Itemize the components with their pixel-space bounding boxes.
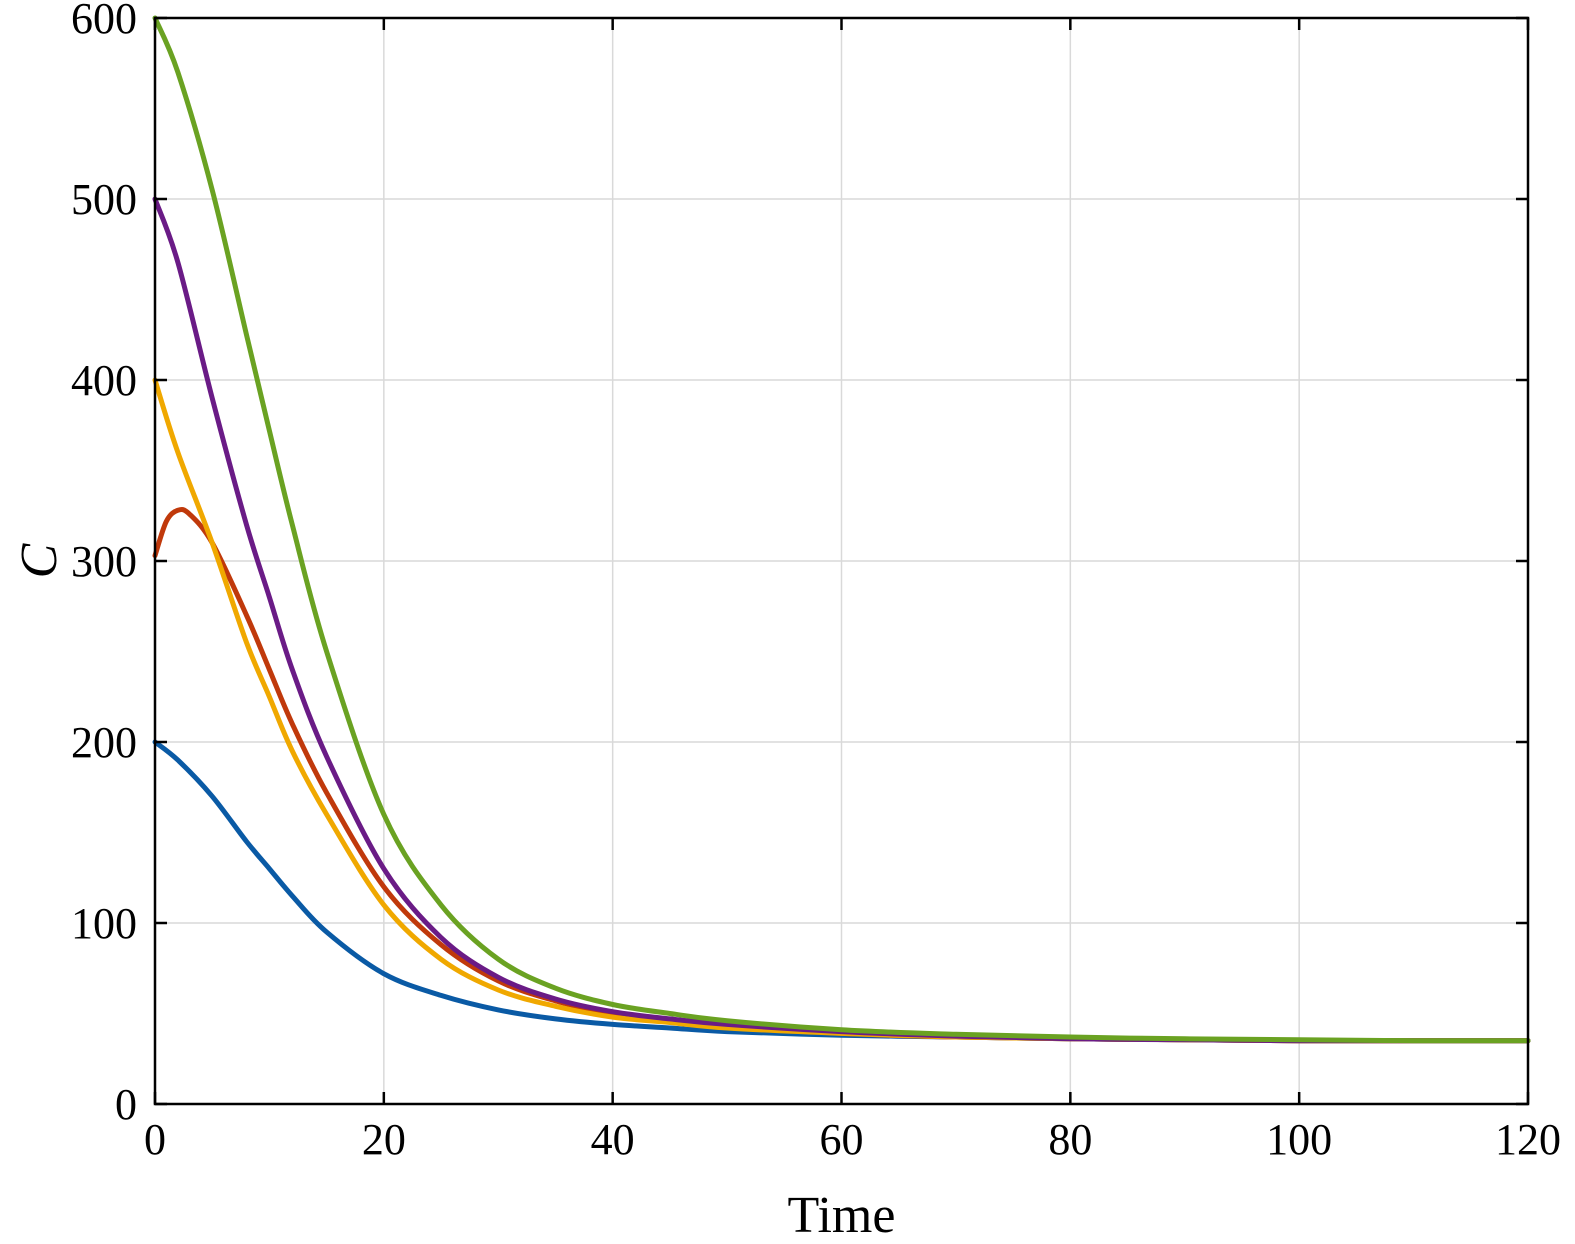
y-tick-label: 300: [71, 537, 137, 586]
y-tick-label: 500: [71, 175, 137, 224]
grid-layer: [154, 17, 1529, 1105]
x-tick-label: 20: [362, 1115, 406, 1164]
x-tick-label: 40: [591, 1115, 635, 1164]
y-tick-label: 100: [71, 899, 137, 948]
y-tick-label: 400: [71, 356, 137, 405]
series-line-c0-600: [152, 15, 1531, 1044]
y-tick-label: 200: [71, 718, 137, 767]
y-tick-label: 0: [115, 1080, 137, 1129]
y-axis-label: C: [11, 542, 68, 578]
series-layer: [152, 15, 1531, 1044]
x-tick-label: 120: [1495, 1115, 1561, 1164]
label-layer: 0 20 40 60 80 100 120 0 100 200 300 400 500 600: [71, 0, 1561, 1164]
x-tick-label: 0: [144, 1115, 166, 1164]
tick-layer: [153, 16, 1530, 1106]
x-tick-label: 100: [1266, 1115, 1332, 1164]
x-tick-label: 60: [820, 1115, 864, 1164]
x-axis-label: Time: [788, 1187, 896, 1244]
y-tick-label: 600: [71, 0, 137, 43]
x-tick-label: 80: [1048, 1115, 1092, 1164]
